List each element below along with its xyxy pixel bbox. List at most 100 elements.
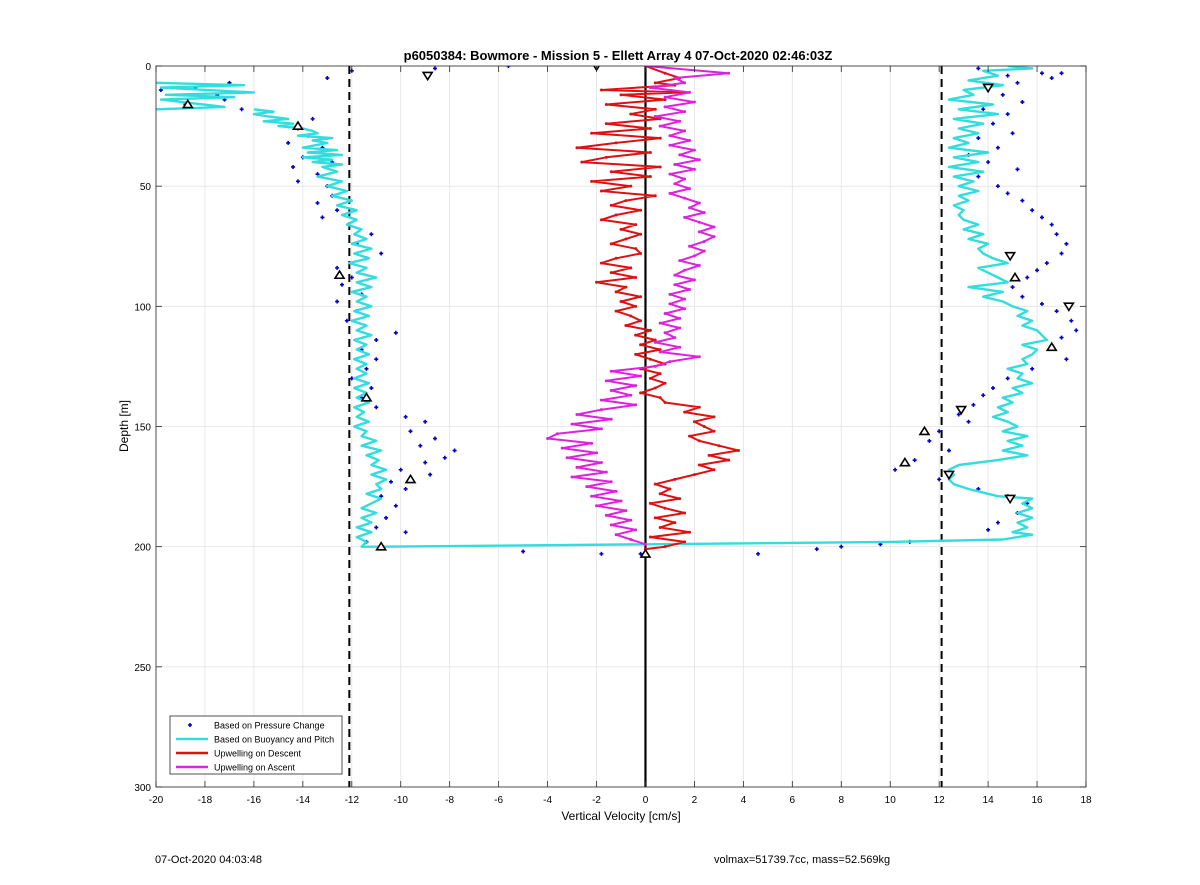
descent-line-point [599,88,603,92]
ascent-line-point [668,191,672,195]
y-tick-label: 100 [134,302,151,313]
descent-line-point [653,482,657,486]
ascent-line-point [683,307,687,311]
ascent-line-point [668,302,672,306]
pressure-point [1064,357,1069,362]
descent-line-point [639,319,643,323]
ascent-line-point [692,148,696,152]
ascent-line-point [688,288,692,292]
descent-line-point [712,429,716,433]
pressure-point [295,179,300,184]
descent-line-point [673,477,677,481]
descent-line-point [663,98,667,102]
pressure-point [991,386,995,391]
descent-line-point [604,102,608,106]
pressure-point [1000,92,1005,97]
pressure-point [379,251,384,256]
ascent-line-point [673,283,677,287]
pressure-point [398,467,403,472]
x-axis-label: Vertical Velocity [cm/s] [561,809,680,823]
pressure-point [1015,80,1020,85]
ascent-line-point [692,254,696,258]
descent-line-point [648,175,652,179]
ascent-line-point [653,340,657,344]
ascent-line-point [565,456,569,460]
pressure-point [1020,100,1025,105]
descent-line-point [619,227,623,231]
ascent-line-point [609,480,613,484]
ascent-line-point [663,312,667,316]
descent-line-point [653,386,657,390]
descent-line-point [614,309,618,313]
ascent-line-point [673,273,677,277]
buoyancy-pitch-line [156,81,256,111]
pressure-point [374,525,379,530]
ascent-line-point [678,326,682,330]
pressure-point [976,174,981,179]
legend: Based on Pressure Change Based on Buoyanc… [169,715,343,775]
descent-line-point [624,199,628,203]
pressure-point [1044,261,1049,266]
descent-line-point [614,290,618,294]
descent-line-point [648,535,652,539]
triangle-marker [898,456,911,467]
ascent-line-point [688,139,692,143]
pressure-point [1059,71,1064,76]
descent-line-point [697,405,701,409]
ascent-line-point [604,470,608,474]
pressure-point [995,520,1000,525]
pressure-point [239,107,244,112]
pressure-point [388,479,393,484]
x-tick-label: -12 [345,795,360,806]
descent-line-point [639,232,643,236]
pressure-point [1010,285,1015,290]
triangle-marker [943,470,955,481]
ascent-line-point [678,345,682,349]
ascent-line-point [673,336,677,340]
ascent-line-point [658,124,662,128]
x-tick-label: 8 [838,795,844,806]
descent-line-point [609,242,613,246]
legend-box [169,715,343,775]
ascent-line-point [683,110,687,114]
pressure-point [428,472,433,477]
ascent-line-point [712,225,716,229]
ascent-line-point [619,499,623,503]
descent-line-point [663,506,667,510]
ascent-line-point [595,451,599,455]
pressure-point [927,438,932,443]
descent-line-point [663,381,667,385]
pressure-point [1030,366,1035,371]
x-tick-label: -20 [149,795,164,806]
ascent-line-point [648,86,652,90]
descent-line-point [668,487,672,491]
descent-line-point [712,415,716,419]
pressure-point [423,460,428,465]
descent-line-point [692,420,696,424]
descent-line-point [609,203,613,207]
x-tick-label: 6 [790,795,796,806]
ascent-line-point [692,167,696,171]
x-tick-label: 0 [643,795,649,806]
ascent-line-point [604,513,608,517]
pressure-point [291,164,296,169]
pressure-point [1039,71,1044,76]
x-tick-label: 10 [885,795,897,806]
pressure-point [335,208,340,213]
legend-label: Based on Buoyancy and Pitch [214,735,334,745]
descent-line-point [648,501,652,505]
ascent-line-point [546,437,550,441]
pressure-point [1069,318,1074,323]
ascent-line-point [697,355,701,359]
x-tick-label: -2 [592,795,601,806]
pressure-point [418,443,423,448]
pressure-point [403,414,408,419]
descent-line-point [619,300,623,304]
pressure-point [986,160,991,165]
descent-line-point [663,545,667,549]
descent-line-point [658,492,662,496]
ascent-line-point [599,408,603,412]
pressure-point [976,136,981,141]
pressure-point [1054,232,1059,237]
